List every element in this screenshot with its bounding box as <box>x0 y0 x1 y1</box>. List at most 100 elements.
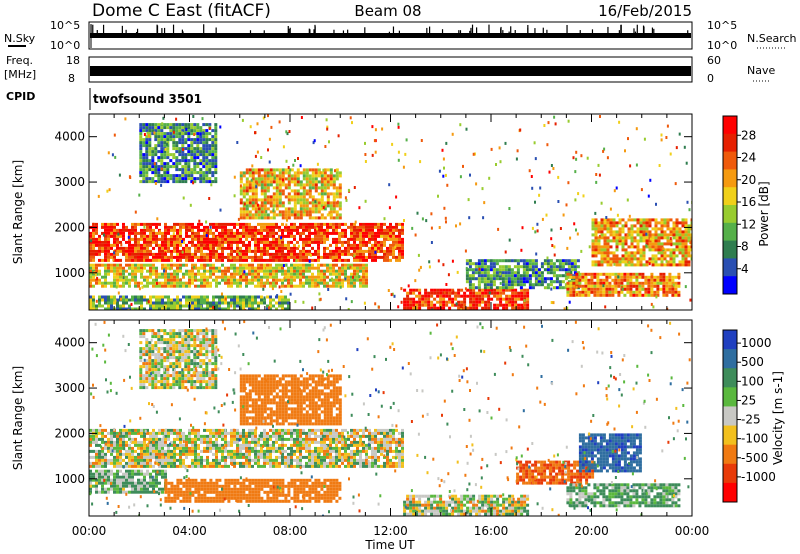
heatmap-cell <box>549 265 553 269</box>
heatmap-cell <box>371 234 374 238</box>
heatmap-cell <box>269 210 273 214</box>
heatmap-cell <box>215 284 218 288</box>
heatmap-cell <box>190 126 194 130</box>
heatmap-cell <box>269 234 272 238</box>
heatmap-speckle <box>674 182 677 186</box>
heatmap-cell <box>335 246 338 250</box>
heatmap-cell <box>212 234 215 238</box>
heatmap-cell <box>528 283 532 287</box>
heatmap-cell <box>395 237 398 241</box>
heatmap-cell <box>672 257 676 261</box>
heatmap-speckle <box>550 287 553 291</box>
heatmap-cell <box>184 156 188 160</box>
heatmap-cell <box>281 278 284 282</box>
heatmap-cell <box>134 298 137 302</box>
heatmap-cell <box>332 281 335 285</box>
heatmap-cell <box>251 198 255 202</box>
heatmap-cell <box>236 266 239 270</box>
heatmap-cell <box>669 263 673 267</box>
heatmap-cell <box>669 218 673 222</box>
heatmap-cell <box>110 431 113 435</box>
heatmap-cell <box>418 297 422 301</box>
heatmap-speckle <box>114 299 117 303</box>
heatmap-cell <box>245 275 248 279</box>
heatmap-cell <box>131 228 134 232</box>
heatmap-cell <box>119 443 122 447</box>
heatmap-cell <box>573 268 577 272</box>
heatmap-cell <box>214 138 218 142</box>
heatmap-cell <box>612 230 616 234</box>
heatmap-speckle <box>371 125 374 129</box>
heatmap-cell <box>278 180 282 184</box>
heatmap-cell <box>260 183 264 187</box>
heatmap-cell <box>439 294 443 298</box>
heatmap-cell <box>569 290 573 294</box>
heatmap-cell <box>248 240 251 244</box>
heatmap-cell <box>323 168 327 172</box>
heatmap-cell <box>128 278 131 282</box>
heatmap-cell <box>505 294 509 298</box>
heatmap-cell <box>636 263 640 267</box>
heatmap-cell <box>175 126 179 130</box>
heatmap-cell <box>606 227 610 231</box>
heatmap-cell <box>151 165 155 169</box>
heatmap-cell <box>227 243 230 247</box>
heatmap-cell <box>200 234 203 238</box>
heatmap-cell <box>507 259 511 263</box>
heatmap-cell <box>107 307 110 310</box>
heatmap-cell <box>603 257 607 261</box>
heatmap-cell <box>481 300 485 304</box>
heatmap-cell <box>160 132 164 136</box>
heatmap-cell <box>395 255 398 259</box>
heatmap-cell <box>172 123 176 127</box>
heatmap-cell <box>205 171 209 175</box>
heatmap-cell <box>344 231 347 235</box>
heatmap-cell <box>167 240 170 244</box>
heatmap-cell <box>163 156 167 160</box>
heatmap-cell <box>299 180 303 184</box>
heatmap-cell <box>380 225 383 229</box>
heatmap-cell <box>236 272 239 276</box>
heatmap-cell <box>335 174 339 178</box>
heatmap-cell <box>160 129 164 133</box>
heatmap-cell <box>230 222 233 226</box>
heatmap-cell <box>478 294 482 298</box>
heatmap-cell <box>368 234 371 238</box>
heatmap-cell <box>92 461 95 465</box>
heatmap-cell <box>166 123 170 127</box>
heatmap-cell <box>644 290 648 294</box>
heatmap-cell <box>596 278 600 282</box>
heatmap-cell <box>211 180 215 184</box>
heatmap-cell <box>540 271 544 275</box>
heatmap-cell <box>143 237 146 241</box>
heatmap-cell <box>603 218 607 222</box>
heatmap-cell <box>657 263 661 267</box>
heatmap-cell <box>160 144 164 148</box>
heatmap-cell <box>148 177 152 181</box>
heatmap-cell <box>151 171 155 175</box>
heatmap-cell <box>263 237 266 241</box>
heatmap-cell <box>311 183 315 187</box>
heatmap-cell <box>603 236 607 240</box>
heatmap-cell <box>608 281 612 285</box>
heatmap-cell <box>101 458 104 462</box>
heatmap-cell <box>587 290 591 294</box>
heatmap-cell <box>175 129 179 133</box>
heatmap-cell <box>187 159 191 163</box>
heatmap-cell <box>104 461 107 465</box>
heatmap-cell <box>317 272 320 276</box>
heatmap-cell <box>468 280 472 284</box>
heatmap-cell <box>320 269 323 273</box>
heatmap-cell <box>233 225 236 229</box>
heatmap-cell <box>305 252 308 256</box>
heatmap-cell <box>287 278 290 282</box>
heatmap-cell <box>284 186 288 190</box>
heatmap-cell <box>287 171 291 175</box>
heatmap-cell <box>365 255 368 259</box>
heatmap-cell <box>191 275 194 279</box>
heatmap-cell <box>499 297 503 301</box>
heatmap-cell <box>269 240 272 244</box>
heatmap-speckle <box>349 116 352 120</box>
heatmap-cell <box>320 195 324 199</box>
heatmap-cell <box>603 260 607 264</box>
